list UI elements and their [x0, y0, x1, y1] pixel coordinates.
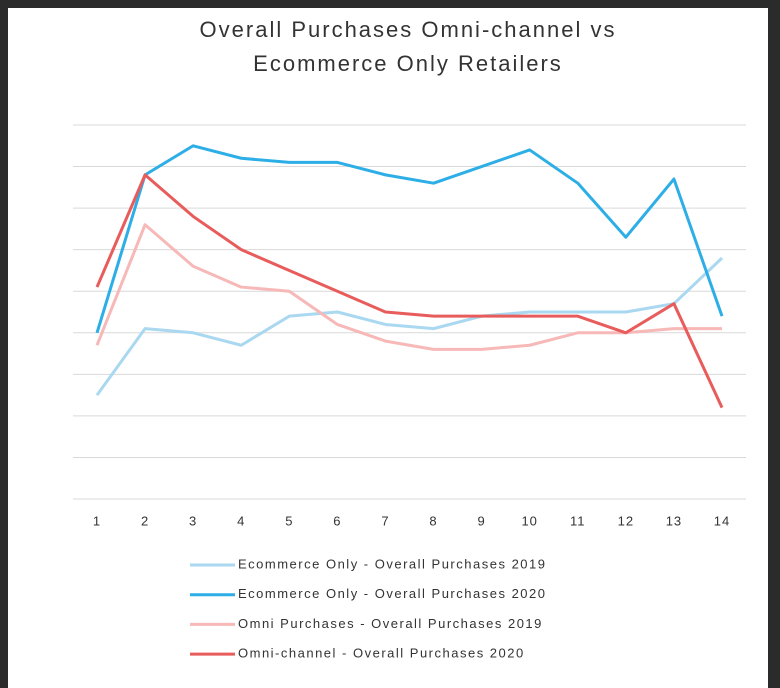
legend-label: Omni-channel - Overall Purchases 2020 — [238, 646, 525, 661]
x-tick-label: 10 — [521, 513, 537, 528]
chart-background — [8, 8, 768, 688]
line-series — [95, 223, 722, 351]
x-tick-label: 6 — [333, 513, 341, 528]
line-series — [95, 173, 724, 409]
x-tick-label: 9 — [477, 513, 485, 528]
legend-label: Omni Purchases - Overall Purchases 2019 — [238, 616, 543, 631]
line-series — [95, 144, 724, 334]
x-tick-label: 7 — [381, 513, 389, 528]
legend-label: Ecommerce Only - Overall Purchases 2019 — [238, 556, 546, 571]
x-tick-label: 2 — [141, 513, 149, 528]
x-tick-label: 3 — [189, 513, 197, 528]
line-series — [95, 256, 724, 396]
x-tick-label: 14 — [714, 513, 730, 528]
legend-label: Ecommerce Only - Overall Purchases 2020 — [238, 586, 546, 601]
x-tick-label: 8 — [429, 513, 437, 528]
x-tick-label: 13 — [666, 513, 682, 528]
x-tick-label: 5 — [285, 513, 293, 528]
x-tick-label: 12 — [618, 513, 634, 528]
x-tick-label: 4 — [237, 513, 245, 528]
x-tick-label: 1 — [93, 513, 101, 528]
chart-title: Overall Purchases Omni-channel vs — [200, 17, 617, 42]
x-tick-label: 11 — [570, 513, 586, 528]
chart-title: Ecommerce Only Retailers — [253, 51, 563, 76]
